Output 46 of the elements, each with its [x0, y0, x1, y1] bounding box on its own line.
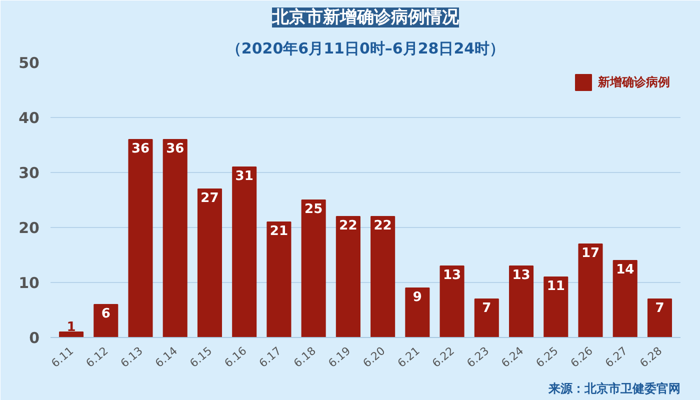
bar — [59, 332, 84, 338]
data-label: 25 — [304, 202, 323, 217]
data-label: 7 — [655, 301, 664, 316]
data-label: 36 — [131, 142, 150, 156]
bar — [336, 216, 360, 338]
bar — [301, 200, 326, 338]
y-tick-label: 20 — [18, 219, 40, 237]
y-tick-label: 50 — [18, 54, 40, 72]
bar — [474, 298, 499, 338]
source-note: 来源：北京市卫健委官网 — [548, 382, 680, 396]
data-label: 21 — [270, 224, 288, 239]
data-label: 11 — [546, 279, 565, 294]
data-label: 36 — [166, 142, 184, 156]
chart-title: 北京市新增确诊病例情况 — [271, 8, 460, 28]
data-label: 6 — [101, 306, 110, 322]
data-label: 27 — [200, 191, 219, 206]
bar — [544, 276, 568, 338]
bar — [612, 260, 638, 338]
data-label: 13 — [442, 268, 462, 283]
y-tick-label: 30 — [18, 164, 40, 182]
bar — [128, 139, 153, 338]
legend-label: 新增确诊病例 — [598, 74, 670, 90]
data-label: 7 — [482, 301, 492, 316]
bar — [440, 266, 464, 338]
data-label: 13 — [512, 268, 530, 283]
bar — [647, 298, 672, 338]
bar — [509, 266, 534, 338]
bar — [370, 216, 396, 338]
data-label: 22 — [374, 218, 392, 234]
y-tick-label: 0 — [29, 329, 40, 347]
data-label: 9 — [412, 290, 422, 305]
data-label: 1 — [66, 320, 76, 335]
data-label: 17 — [581, 246, 600, 261]
bar — [162, 139, 188, 338]
bar — [94, 304, 118, 338]
bar — [232, 166, 257, 338]
data-label: 22 — [339, 218, 358, 234]
bar — [266, 222, 292, 338]
bar — [578, 244, 603, 338]
y-tick-label: 10 — [18, 274, 40, 292]
bar — [197, 188, 222, 338]
data-label: 31 — [235, 169, 254, 184]
y-tick-label: 40 — [18, 109, 40, 127]
bar — [405, 288, 430, 338]
chart-subtitle: （2020年6月11日0时–6月28日24时） — [226, 40, 505, 58]
data-label: 14 — [616, 262, 634, 278]
